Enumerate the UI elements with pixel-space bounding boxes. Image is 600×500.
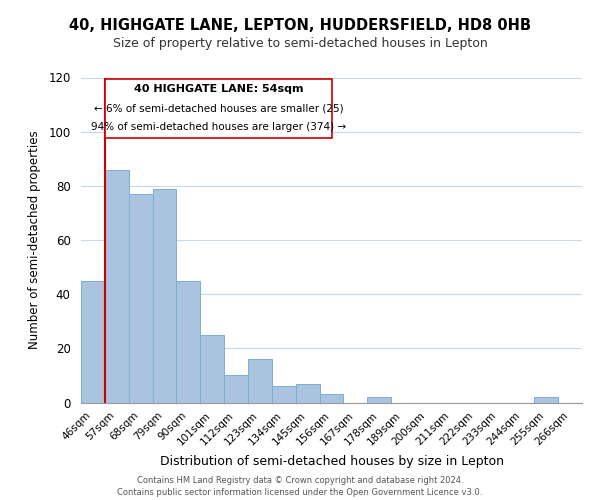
Bar (129, 194, 152, 402)
Bar (367, 397, 391, 402)
Bar (296, 384, 320, 402)
Bar (152, 188, 176, 402)
Bar (248, 359, 272, 403)
Text: Size of property relative to semi-detached houses in Lepton: Size of property relative to semi-detach… (113, 38, 487, 51)
Bar (105, 170, 129, 402)
Bar (320, 394, 343, 402)
Text: 94% of semi-detached houses are larger (374) →: 94% of semi-detached houses are larger (… (91, 122, 346, 132)
Bar (272, 386, 296, 402)
X-axis label: Distribution of semi-detached houses by size in Lepton: Distribution of semi-detached houses by … (160, 456, 503, 468)
Bar (81, 280, 105, 402)
Text: 40, HIGHGATE LANE, LEPTON, HUDDERSFIELD, HD8 0HB: 40, HIGHGATE LANE, LEPTON, HUDDERSFIELD,… (69, 18, 531, 32)
Text: Contains HM Land Registry data © Crown copyright and database right 2024.: Contains HM Land Registry data © Crown c… (137, 476, 463, 485)
Bar (176, 280, 200, 402)
Y-axis label: Number of semi-detached properties: Number of semi-detached properties (28, 130, 41, 350)
Text: 40 HIGHGATE LANE: 54sqm: 40 HIGHGATE LANE: 54sqm (134, 84, 304, 94)
Bar (200, 335, 224, 402)
FancyBboxPatch shape (106, 79, 332, 138)
Text: ← 6% of semi-detached houses are smaller (25): ← 6% of semi-detached houses are smaller… (94, 103, 343, 113)
Bar (534, 397, 558, 402)
Bar (224, 376, 248, 402)
Text: Contains public sector information licensed under the Open Government Licence v3: Contains public sector information licen… (118, 488, 482, 497)
